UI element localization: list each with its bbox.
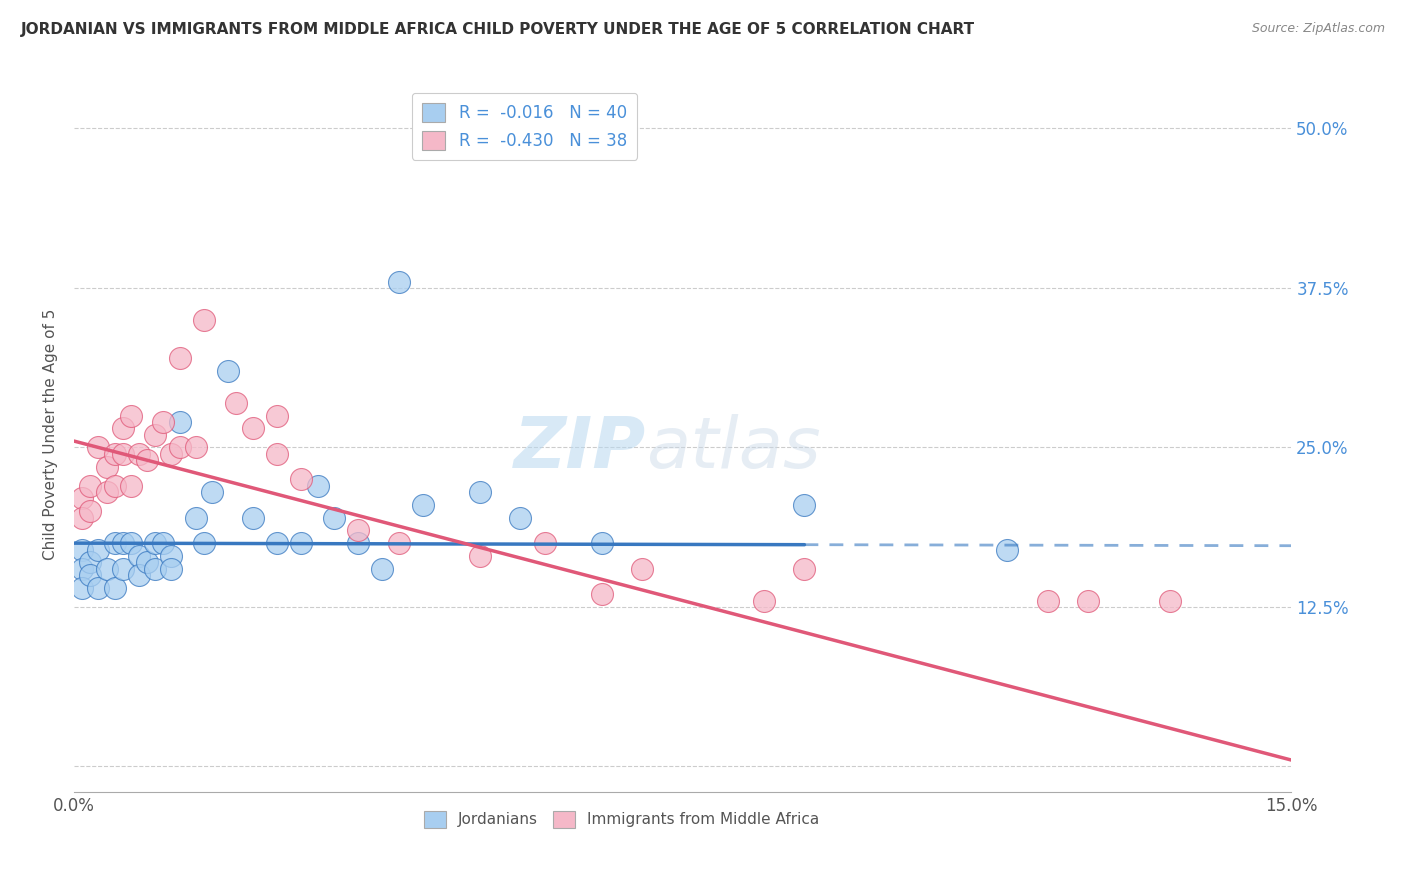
Point <box>1036 593 1059 607</box>
Point <box>169 351 191 366</box>
Point <box>96 485 118 500</box>
Point <box>388 275 411 289</box>
Point <box>120 536 142 550</box>
Point <box>591 536 613 550</box>
Point <box>468 549 491 563</box>
Point <box>184 441 207 455</box>
Point <box>143 562 166 576</box>
Point <box>160 562 183 576</box>
Point <box>136 555 159 569</box>
Point <box>242 510 264 524</box>
Point <box>307 479 329 493</box>
Point <box>509 510 531 524</box>
Point <box>79 479 101 493</box>
Point <box>217 364 239 378</box>
Point <box>290 536 312 550</box>
Point <box>591 587 613 601</box>
Point <box>266 409 288 423</box>
Point <box>266 536 288 550</box>
Point <box>193 536 215 550</box>
Point <box>70 562 93 576</box>
Point <box>128 568 150 582</box>
Point <box>111 562 134 576</box>
Point <box>128 447 150 461</box>
Y-axis label: Child Poverty Under the Age of 5: Child Poverty Under the Age of 5 <box>44 309 58 560</box>
Point <box>70 510 93 524</box>
Point <box>290 472 312 486</box>
Point <box>412 498 434 512</box>
Point <box>87 581 110 595</box>
Point <box>152 415 174 429</box>
Point <box>468 485 491 500</box>
Point <box>136 453 159 467</box>
Point <box>96 562 118 576</box>
Point <box>347 536 370 550</box>
Point <box>160 447 183 461</box>
Text: Source: ZipAtlas.com: Source: ZipAtlas.com <box>1251 22 1385 36</box>
Point <box>111 536 134 550</box>
Point <box>143 536 166 550</box>
Point <box>201 485 224 500</box>
Point <box>371 562 394 576</box>
Point <box>1159 593 1181 607</box>
Point <box>266 447 288 461</box>
Point <box>242 421 264 435</box>
Point <box>631 562 654 576</box>
Point <box>87 441 110 455</box>
Point <box>111 447 134 461</box>
Point <box>347 524 370 538</box>
Point <box>225 396 247 410</box>
Text: ZIP: ZIP <box>515 415 647 483</box>
Point <box>79 568 101 582</box>
Point <box>169 415 191 429</box>
Point <box>120 409 142 423</box>
Point <box>79 555 101 569</box>
Point <box>1077 593 1099 607</box>
Point <box>111 421 134 435</box>
Point <box>388 536 411 550</box>
Point <box>104 536 127 550</box>
Point <box>184 510 207 524</box>
Point <box>128 549 150 563</box>
Text: JORDANIAN VS IMMIGRANTS FROM MIDDLE AFRICA CHILD POVERTY UNDER THE AGE OF 5 CORR: JORDANIAN VS IMMIGRANTS FROM MIDDLE AFRI… <box>21 22 976 37</box>
Point <box>152 536 174 550</box>
Point <box>104 479 127 493</box>
Point <box>793 498 815 512</box>
Point <box>193 313 215 327</box>
Point <box>793 562 815 576</box>
Point <box>96 459 118 474</box>
Point <box>143 427 166 442</box>
Point <box>120 479 142 493</box>
Point <box>322 510 344 524</box>
Point <box>995 542 1018 557</box>
Point <box>169 441 191 455</box>
Point <box>104 447 127 461</box>
Point <box>160 549 183 563</box>
Point <box>533 536 555 550</box>
Text: atlas: atlas <box>647 415 821 483</box>
Legend: Jordanians, Immigrants from Middle Africa: Jordanians, Immigrants from Middle Afric… <box>419 805 825 834</box>
Point <box>752 593 775 607</box>
Point <box>70 581 93 595</box>
Point <box>70 491 93 506</box>
Point <box>70 542 93 557</box>
Point <box>79 504 101 518</box>
Point <box>87 542 110 557</box>
Point <box>104 581 127 595</box>
